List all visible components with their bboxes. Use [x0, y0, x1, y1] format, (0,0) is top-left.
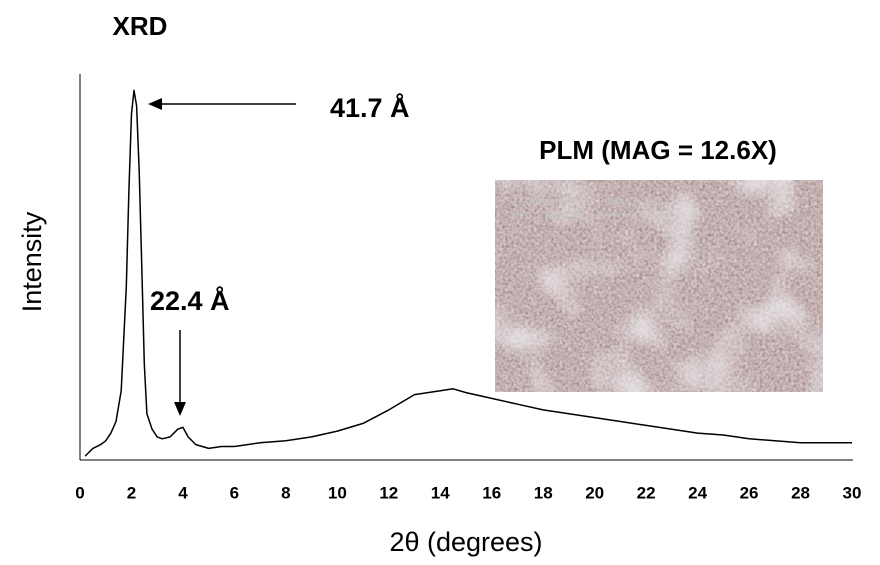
x-tick-label: 22 [637, 483, 656, 502]
x-tick-label: 26 [740, 483, 759, 502]
x-tick-label: 6 [230, 483, 239, 502]
data-line [84, 89, 852, 457]
y-axis-label: Intensity [17, 211, 47, 312]
annotation: 41.7 Å [330, 92, 410, 123]
x-axis-label: 2θ (degrees) [389, 527, 542, 557]
x-tick-label: 30 [843, 483, 862, 502]
x-tick-label: 20 [585, 483, 604, 502]
inset-caption: m [512, 225, 519, 237]
x-tick-label: 24 [688, 483, 707, 502]
x-tick-label: 2 [127, 483, 136, 502]
x-tick-label: 10 [328, 483, 347, 502]
x-tick-label: 12 [379, 483, 398, 502]
arrow-head [148, 98, 162, 110]
inset-photo-light [495, 180, 823, 392]
x-tick-label: 28 [791, 483, 810, 502]
inset-caption: H2O, 60% BR, Before Poly [512, 211, 671, 223]
x-tick-label: 18 [534, 483, 553, 502]
x-tick-label: 8 [281, 483, 290, 502]
inset-caption: IsopreneTail-COONa, 10% [512, 197, 664, 209]
inset-photo [495, 180, 823, 392]
annotation: 22.4 Å [150, 285, 230, 316]
x-tick-label: 14 [431, 483, 450, 502]
inset-title: PLM (MAG = 12.6X) [539, 135, 777, 165]
chart-title: XRD [113, 11, 168, 41]
x-tick-label: 4 [178, 483, 188, 502]
x-tick-label: 16 [482, 483, 501, 502]
arrow-head [174, 402, 186, 416]
x-tick-label: 0 [75, 483, 84, 502]
